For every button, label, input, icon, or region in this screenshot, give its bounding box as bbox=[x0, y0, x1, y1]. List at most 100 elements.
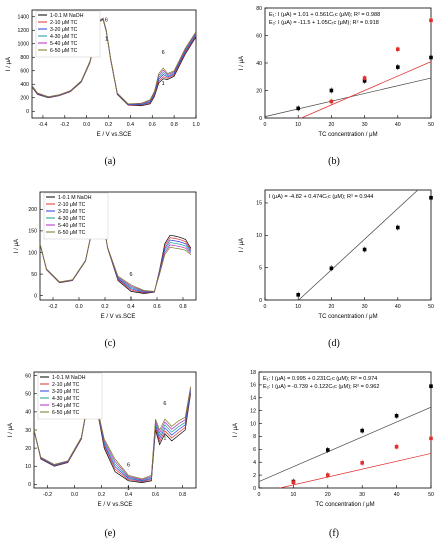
panel0-x-tick-label: 0.6 bbox=[149, 122, 156, 128]
panel1-y-axis-label: I / μA bbox=[239, 56, 245, 70]
panel2-y-tick-label: 150 bbox=[28, 229, 37, 235]
panel5-data-point bbox=[291, 480, 296, 484]
panel0-x-tick-label: -0.2 bbox=[60, 122, 69, 128]
panel4-y-axis-label: I / μA bbox=[8, 423, 14, 437]
chart-e-svg: -0.2 0.0 0.2 0.4 0.6 0.8 0 10 20 30 40 50 60 E / V vs… bbox=[8, 371, 197, 508]
panel5-y-tick-label: 14 bbox=[250, 396, 256, 402]
panel2-legend-entry: 6-50 μM TC bbox=[58, 230, 86, 236]
panel4-x-tick-label: -0.2 bbox=[43, 492, 52, 498]
panel1-x-tick-label: 40 bbox=[395, 122, 401, 128]
panel0-y-tick-label: 1400 bbox=[17, 15, 29, 21]
panel1-fit-line-1 bbox=[264, 77, 432, 117]
panel0-legend-entry: 6-50 μM TC bbox=[50, 48, 78, 54]
panel4-x-tick-label: 0.6 bbox=[152, 492, 159, 498]
panel2-legend-box bbox=[43, 192, 109, 240]
panel5-y-tick-label: 4 bbox=[253, 460, 256, 466]
panel4-x-tick-label: 0.8 bbox=[179, 492, 186, 498]
panel4-curve-annotation: 6 bbox=[127, 462, 130, 468]
panel3-y-tick-label: 5 bbox=[259, 265, 262, 271]
panel5-data-point bbox=[326, 473, 330, 477]
chart-c: -0.2 0.0 0.2 0.4 0.6 0.8 0 50 100 150 200 E / V vs.… bbox=[0, 182, 218, 334]
panel2-y-tick-label: 0 bbox=[34, 293, 37, 299]
panel4-legend-entry: 3-20 μM TC bbox=[52, 389, 80, 395]
panel5-y-tick-label: 6 bbox=[253, 447, 256, 453]
panel2-x-tick-label: 0.2 bbox=[101, 304, 108, 310]
panel1-data-point bbox=[396, 47, 400, 52]
panel2-legend-entry: 1-0.1 M NaOH bbox=[58, 195, 92, 201]
panel1-y-tick-label: 20 bbox=[256, 88, 262, 94]
panel5-x-tick-label: 50 bbox=[428, 492, 434, 498]
panel3-y-tick-label: 15 bbox=[256, 201, 262, 207]
panel2-x-tick-label: 0.6 bbox=[153, 304, 160, 310]
panel0-x-tick-label: 1.0 bbox=[192, 122, 199, 128]
panel3-data-point bbox=[362, 247, 367, 252]
panel0-y-tick-label: 0 bbox=[26, 109, 29, 115]
panel5-data-point bbox=[326, 448, 330, 452]
panel3-x-tick-label: 10 bbox=[295, 304, 301, 310]
panel2-x-tick-label: 0.8 bbox=[179, 304, 186, 310]
panel3-data-point bbox=[329, 266, 334, 271]
caption-d: (d) bbox=[328, 338, 340, 349]
panel5-y-tick-label: 18 bbox=[250, 370, 256, 376]
panel4-x-tick-label: 0.2 bbox=[98, 492, 105, 498]
panel0-x-axis-label: E / V vs.SCE bbox=[97, 132, 132, 138]
panel0-legend-entry: 3-20 μM TC bbox=[50, 27, 78, 33]
panel4-y-tick-label: 30 bbox=[25, 428, 31, 434]
chart-f: 0 10 20 30 40 50 0 2 4 6 8 10 12 14 16 18 TC concentrati… bbox=[219, 364, 437, 522]
panel0-y-tick-label: 200 bbox=[20, 96, 29, 102]
panel5-y-tick-label: 2 bbox=[253, 473, 256, 479]
panel0-legend-entry: 2-10 μM TC bbox=[50, 20, 78, 26]
panel0-y-tick-label: 1200 bbox=[17, 28, 29, 34]
panel0-y-axis-label: I / μA bbox=[6, 57, 12, 71]
chart-d-svg: 0 10 20 30 40 50 0 5 10 15 TC concentration / μM I … bbox=[239, 189, 434, 320]
panel1-regression-equation: E₂: I (μA) = -11.5 + 1.05Cₜᴄ (μM); R² = … bbox=[269, 20, 379, 26]
panel3-plot-frame bbox=[264, 189, 432, 301]
panel1-data-point bbox=[329, 99, 334, 104]
chart-a: -0.4 -0.2 0.0 0.2 0.4 0.6 0.8 1.0 0 200 400 600 800 1… bbox=[0, 0, 218, 152]
panel0-x-tick-label: -0.4 bbox=[38, 122, 47, 128]
panel5-x-tick-label: 10 bbox=[291, 492, 297, 498]
panel0-curve-annotation: 1 bbox=[105, 37, 108, 43]
panel5-data-point bbox=[429, 384, 433, 388]
chart-b: 0 10 20 30 40 50 0 20 40 60 80 TC concentration / μ… bbox=[219, 0, 437, 152]
chart-e: -0.2 0.0 0.2 0.4 0.6 0.8 0 10 20 30 40 50 60 E / V vs… bbox=[0, 364, 218, 522]
panel5-x-tick-label: 20 bbox=[325, 492, 331, 498]
panel0-x-tick-label: 0.0 bbox=[83, 122, 90, 128]
chart-c-svg: -0.2 0.0 0.2 0.4 0.6 0.8 0 50 100 150 200 E / V vs.… bbox=[14, 191, 197, 320]
chart-b-svg: 0 10 20 30 40 50 0 20 40 60 80 TC concentration / μ… bbox=[239, 6, 434, 138]
panel1-y-tick-label: 0 bbox=[259, 116, 262, 122]
panel1-x-tick-label: 30 bbox=[362, 122, 368, 128]
panel4-curve-annotation: 6 bbox=[163, 401, 166, 407]
panel2-legend-entry: 4-30 μM TC bbox=[58, 216, 86, 222]
panel4-y-tick-label: 0 bbox=[28, 482, 31, 488]
panel2-legend-entry: 2-10 μM TC bbox=[58, 202, 86, 208]
panel5-x-axis-label: TC concentration / μM bbox=[315, 502, 374, 508]
panel4-legend-entry: 4-30 μM TC bbox=[52, 396, 80, 402]
panel5-y-tick-label: 16 bbox=[250, 383, 256, 389]
caption-e: (e) bbox=[104, 528, 116, 539]
panel4-x-tick-label: 0.4 bbox=[125, 492, 132, 498]
panel4-voltammogram-line-6 bbox=[33, 381, 191, 480]
panel5-y-tick-label: 12 bbox=[250, 408, 256, 414]
panel1-data-point bbox=[329, 88, 334, 93]
panel4-x-tick-label: 0.0 bbox=[71, 492, 78, 498]
panel4-legend-entry: 1-0.1 M NaOH bbox=[52, 375, 86, 381]
panel5-y-tick-label: 8 bbox=[253, 434, 256, 440]
panel5-data-point bbox=[429, 436, 433, 441]
panel4-curve-annotation: 1 bbox=[127, 486, 130, 492]
panel5-y-tick-label: 10 bbox=[250, 421, 256, 427]
panel1-regression-equation: E₁: I (μA) = 1.01 + 0.561Cₜᴄ (μM); R² = … bbox=[269, 12, 380, 18]
panel1-data-point bbox=[296, 106, 300, 111]
panel4-y-tick-label: 60 bbox=[25, 373, 31, 379]
panel1-data-point bbox=[429, 55, 433, 60]
panel0-curve-annotation: 6 bbox=[105, 17, 108, 23]
panel2-x-tick-label: -0.2 bbox=[49, 304, 58, 310]
panel3-x-axis-label: TC concentration / μM bbox=[318, 314, 377, 320]
panel3-regression-equation: I (μA) = -4.82 + 0.474Cₜᴄ (μM); R² = 0.9… bbox=[269, 194, 373, 200]
panel2-y-axis-label: I / μA bbox=[14, 239, 20, 253]
panel5-regression-equation: E₁: I (μA) = 0.995 + 0.231Cₜᴄ (μM); R² =… bbox=[263, 376, 377, 382]
panel5-y-axis-label: I / μA bbox=[233, 423, 239, 437]
panel3-data-point bbox=[296, 293, 300, 297]
panel1-y-tick-label: 60 bbox=[256, 33, 262, 39]
chart-f-svg: 0 10 20 30 40 50 0 2 4 6 8 10 12 14 16 18 TC concentrati… bbox=[233, 370, 434, 508]
